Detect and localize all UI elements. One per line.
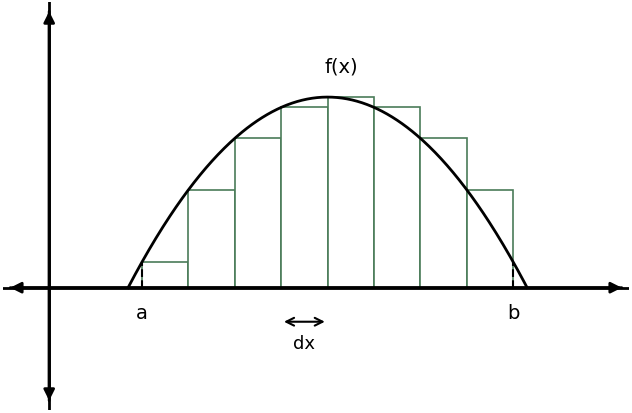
Bar [281, 108, 327, 288]
Bar [327, 98, 374, 288]
Bar [188, 190, 235, 288]
Bar [420, 139, 467, 288]
Bar [235, 139, 281, 288]
Text: f(x): f(x) [325, 58, 358, 77]
Bar [467, 190, 513, 288]
Text: b: b [507, 303, 520, 322]
Text: a: a [136, 303, 148, 322]
Text: dx: dx [293, 334, 315, 352]
Bar [374, 108, 420, 288]
Bar [142, 262, 188, 288]
